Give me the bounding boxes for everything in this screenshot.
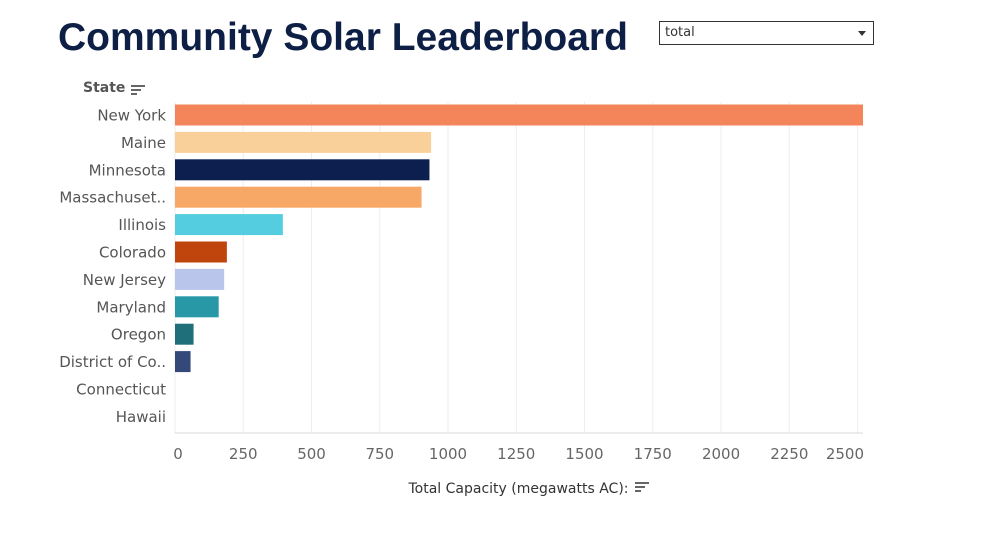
- bar[interactable]: [175, 296, 219, 318]
- bar[interactable]: [175, 186, 422, 208]
- category-label: Connecticut: [76, 381, 166, 399]
- category-label: Minnesota: [89, 161, 166, 179]
- category-header: State: [83, 80, 126, 96]
- bar[interactable]: [175, 104, 863, 126]
- filter-selected-value: total: [665, 25, 695, 40]
- x-tick-label: 750: [365, 445, 394, 463]
- x-tick-label: 1000: [429, 445, 467, 463]
- category-label: Hawaii: [116, 408, 166, 426]
- chevron-down-icon: [858, 31, 866, 36]
- bar[interactable]: [175, 131, 432, 153]
- bar[interactable]: [175, 323, 194, 345]
- bar[interactable]: [175, 241, 227, 263]
- x-tick-label: 0: [173, 445, 183, 463]
- bar[interactable]: [175, 159, 430, 181]
- x-tick-label: 2500: [826, 445, 864, 463]
- category-label: District of Co..: [59, 353, 166, 371]
- category-label: Oregon: [111, 326, 166, 344]
- x-tick-label: 250: [229, 445, 258, 463]
- bar[interactable]: [175, 351, 191, 373]
- category-label: Illinois: [118, 216, 166, 234]
- category-label: New Jersey: [83, 271, 166, 289]
- category-label: New York: [97, 107, 166, 125]
- page-title: Community Solar Leaderboard: [58, 16, 628, 59]
- filter-dropdown[interactable]: total: [659, 21, 874, 45]
- x-tick-label: 1750: [634, 445, 672, 463]
- x-axis-title: Total Capacity (megawatts AC):: [408, 481, 629, 497]
- bar[interactable]: [175, 214, 283, 236]
- sort-icon[interactable]: [634, 480, 649, 494]
- x-tick-label: 500: [297, 445, 326, 463]
- category-label: Maryland: [96, 298, 166, 316]
- sort-icon[interactable]: [131, 83, 145, 97]
- x-tick-label: 1250: [497, 445, 535, 463]
- x-tick-label: 1500: [565, 445, 603, 463]
- category-label: Massachuset..: [59, 189, 166, 207]
- bar[interactable]: [175, 268, 225, 290]
- x-tick-label: 2250: [770, 445, 808, 463]
- category-label: Colorado: [99, 244, 166, 262]
- x-tick-label: 2000: [702, 445, 740, 463]
- category-label: Maine: [121, 134, 166, 152]
